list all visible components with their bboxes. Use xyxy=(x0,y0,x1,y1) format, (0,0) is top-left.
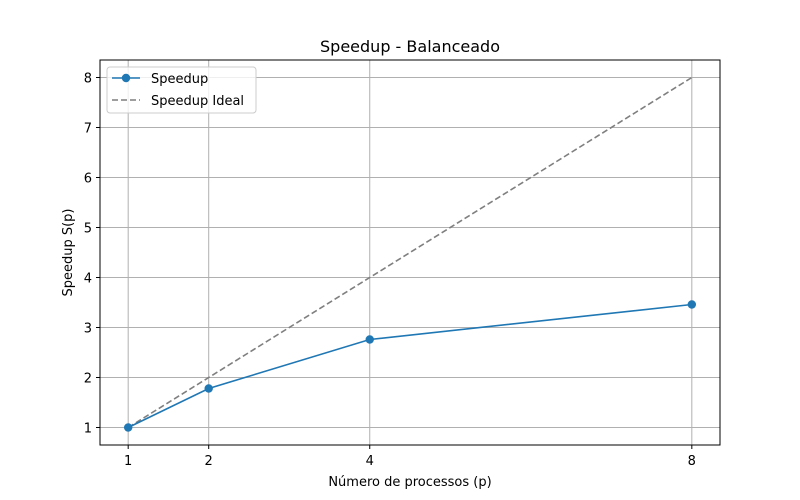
speedup-line xyxy=(127,303,692,429)
speedup-point xyxy=(687,300,697,309)
legend: Speedup Speedup Ideal xyxy=(106,66,257,114)
speedup-point xyxy=(365,335,374,344)
y-tick-label: 1 xyxy=(84,422,92,437)
y-tick-label: 5 xyxy=(84,222,92,237)
x-axis-title: Número de processos (p) xyxy=(328,475,491,490)
x-tick-label: 8 xyxy=(688,454,696,469)
grid xyxy=(100,60,720,445)
y-tick-label: 6 xyxy=(84,172,92,187)
speedup-legend-label: Speedup xyxy=(151,72,208,87)
chart-title: Speedup - Balanceado xyxy=(320,37,500,56)
y-axis-title: Speedup S(p) xyxy=(61,208,76,296)
x-tick-label: 2 xyxy=(205,454,213,469)
y-tick-label: 7 xyxy=(84,122,92,137)
y-tick-label: 4 xyxy=(84,272,92,287)
y-tick-label: 8 xyxy=(84,72,92,87)
series-layer xyxy=(123,76,697,432)
speedup-legend-marker xyxy=(121,73,131,83)
speedup-point xyxy=(204,384,213,393)
x-tick-label: 4 xyxy=(366,454,374,469)
y-tick-label: 2 xyxy=(84,372,92,387)
x-tick-label: 1 xyxy=(124,454,132,469)
speedup-ideal-legend-label: Speedup Ideal xyxy=(151,94,244,109)
y-tick-label: 3 xyxy=(84,322,92,337)
legend-box xyxy=(106,66,257,114)
plot-frame xyxy=(99,59,721,446)
speedup-ideal-line xyxy=(127,76,693,429)
speedup-point xyxy=(123,423,133,432)
